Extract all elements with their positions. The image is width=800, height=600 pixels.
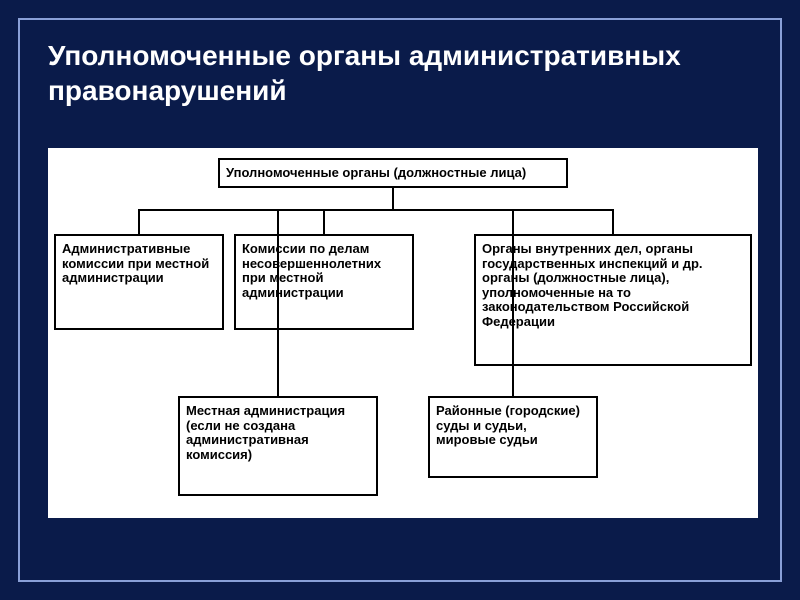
edge-segment (138, 209, 140, 234)
node-n2: Комиссии по делам несовершеннолетних при… (234, 234, 414, 330)
edge-segment (323, 209, 325, 234)
edge-segment (612, 209, 614, 234)
diagram-area: Уполномоченные органы (должностные лица)… (48, 148, 758, 518)
node-root: Уполномоченные органы (должностные лица) (218, 158, 568, 188)
edge-segment (138, 209, 614, 211)
edge-segment (277, 209, 279, 396)
edge-segment (392, 188, 394, 210)
node-n3: Органы внутренних дел, органы государств… (474, 234, 752, 366)
org-chart: Уполномоченные органы (должностные лица)… (48, 148, 758, 518)
node-n4: Местная администрация (если не создана а… (178, 396, 378, 496)
slide-title: Уполномоченные органы административных п… (48, 38, 752, 108)
node-n1: Административные комиссии при местной ад… (54, 234, 224, 330)
slide-inner: Уполномоченные органы административных п… (18, 18, 782, 582)
edge-segment (512, 209, 514, 396)
node-n5: Районные (городские) суды и судьи, миров… (428, 396, 598, 478)
slide: Уполномоченные органы административных п… (0, 0, 800, 600)
